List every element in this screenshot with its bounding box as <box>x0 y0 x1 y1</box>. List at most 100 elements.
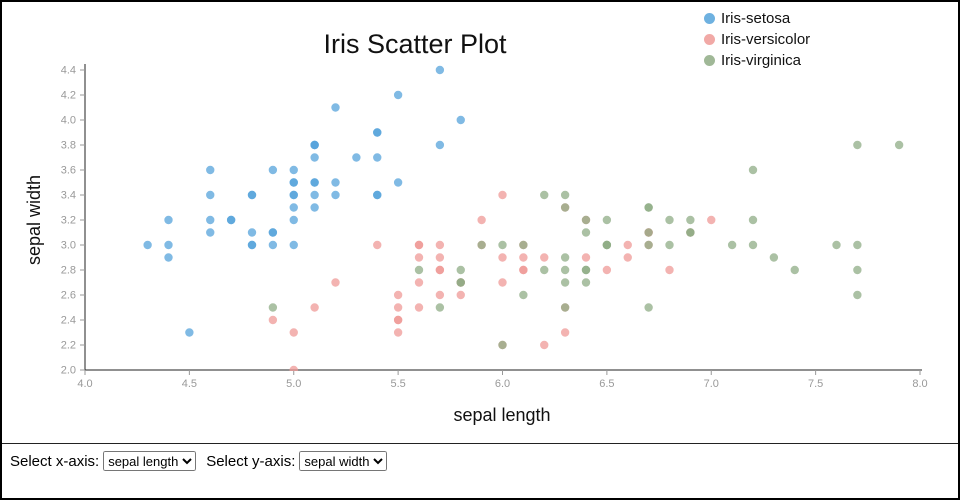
data-point[interactable] <box>414 303 424 312</box>
data-point[interactable] <box>581 265 591 275</box>
data-point[interactable] <box>435 253 445 262</box>
data-point[interactable] <box>540 190 549 200</box>
data-point[interactable] <box>540 265 549 275</box>
data-point[interactable] <box>498 253 507 262</box>
data-point[interactable] <box>289 240 298 250</box>
data-point[interactable] <box>373 128 382 137</box>
data-point[interactable] <box>519 290 528 300</box>
data-point[interactable] <box>247 190 257 200</box>
data-point[interactable] <box>393 290 403 300</box>
data-point[interactable] <box>289 178 298 187</box>
data-point[interactable] <box>498 340 507 350</box>
data-point[interactable] <box>289 365 298 374</box>
data-point[interactable] <box>686 228 695 237</box>
data-point[interactable] <box>310 140 319 150</box>
data-point[interactable] <box>727 240 737 250</box>
data-point[interactable] <box>373 153 382 162</box>
data-point[interactable] <box>393 178 403 187</box>
data-point[interactable] <box>498 278 507 287</box>
data-point[interactable] <box>435 265 445 275</box>
data-point[interactable] <box>414 265 424 275</box>
legend-item[interactable]: Iris-versicolor <box>704 29 810 50</box>
data-point[interactable] <box>331 190 340 200</box>
data-point[interactable] <box>206 215 215 225</box>
data-point[interactable] <box>581 278 591 287</box>
data-point[interactable] <box>456 115 465 125</box>
data-point[interactable] <box>581 215 591 225</box>
data-point[interactable] <box>226 215 236 225</box>
data-point[interactable] <box>560 203 570 212</box>
data-point[interactable] <box>853 290 862 300</box>
data-point[interactable] <box>665 215 674 225</box>
data-point[interactable] <box>560 265 570 275</box>
data-point[interactable] <box>560 190 570 200</box>
data-point[interactable] <box>519 265 528 275</box>
data-point[interactable] <box>393 328 403 337</box>
data-point[interactable] <box>289 328 298 337</box>
data-point[interactable] <box>644 203 653 212</box>
data-point[interactable] <box>456 290 465 300</box>
data-point[interactable] <box>414 240 424 250</box>
data-point[interactable] <box>414 278 424 287</box>
data-point[interactable] <box>331 103 340 112</box>
data-point[interactable] <box>310 153 319 162</box>
data-point[interactable] <box>519 253 528 262</box>
data-point[interactable] <box>268 240 278 250</box>
data-point[interactable] <box>560 253 570 262</box>
data-point[interactable] <box>498 190 507 200</box>
data-point[interactable] <box>623 253 632 262</box>
data-point[interactable] <box>143 240 152 250</box>
data-point[interactable] <box>853 140 862 150</box>
data-point[interactable] <box>707 215 716 225</box>
data-point[interactable] <box>665 265 674 275</box>
data-point[interactable] <box>268 228 278 237</box>
data-point[interactable] <box>644 240 653 250</box>
data-point[interactable] <box>164 240 173 250</box>
data-point[interactable] <box>498 240 507 250</box>
data-point[interactable] <box>206 190 215 200</box>
data-point[interactable] <box>853 265 862 275</box>
data-point[interactable] <box>289 165 298 175</box>
data-point[interactable] <box>560 328 570 337</box>
data-point[interactable] <box>435 240 445 250</box>
data-point[interactable] <box>164 253 173 262</box>
data-point[interactable] <box>602 265 612 275</box>
data-point[interactable] <box>623 240 632 250</box>
data-point[interactable] <box>289 190 298 200</box>
data-point[interactable] <box>331 178 340 187</box>
data-point[interactable] <box>686 215 695 225</box>
data-point[interactable] <box>435 65 445 75</box>
legend-item[interactable]: Iris-virginica <box>704 50 810 71</box>
data-point[interactable] <box>435 303 445 312</box>
data-point[interactable] <box>748 240 758 250</box>
data-point[interactable] <box>289 203 298 212</box>
data-point[interactable] <box>352 153 361 162</box>
data-point[interactable] <box>310 190 319 200</box>
data-point[interactable] <box>414 253 424 262</box>
data-point[interactable] <box>540 340 549 350</box>
data-point[interactable] <box>519 240 528 250</box>
data-point[interactable] <box>393 315 403 325</box>
data-point[interactable] <box>393 90 403 100</box>
data-point[interactable] <box>456 265 465 275</box>
data-point[interactable] <box>853 240 862 250</box>
data-point[interactable] <box>268 303 278 312</box>
data-point[interactable] <box>185 328 194 337</box>
data-point[interactable] <box>247 228 257 237</box>
data-point[interactable] <box>769 253 779 262</box>
data-point[interactable] <box>540 253 549 262</box>
data-point[interactable] <box>247 240 257 250</box>
data-point[interactable] <box>331 278 340 287</box>
data-point[interactable] <box>748 165 758 175</box>
data-point[interactable] <box>268 165 278 175</box>
data-point[interactable] <box>748 215 758 225</box>
y-axis-select[interactable]: sepal width <box>299 451 388 471</box>
data-point[interactable] <box>477 215 486 225</box>
data-point[interactable] <box>790 265 799 275</box>
data-point[interactable] <box>644 303 653 312</box>
x-axis-select[interactable]: sepal length <box>103 451 197 471</box>
data-point[interactable] <box>435 290 445 300</box>
data-point[interactable] <box>435 140 445 150</box>
data-point[interactable] <box>310 178 319 187</box>
data-point[interactable] <box>581 253 591 262</box>
